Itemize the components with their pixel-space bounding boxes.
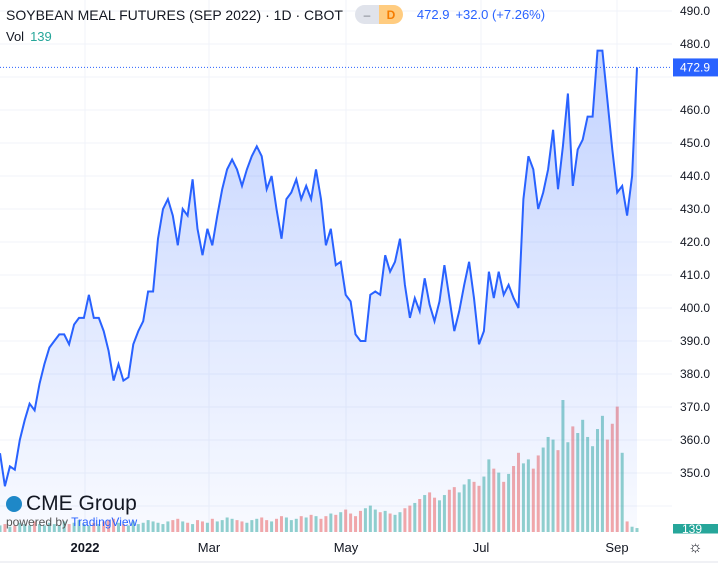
powered-by[interactable]: powered by TradingView [6,515,137,529]
market-status-badge[interactable]: – D [354,5,403,24]
chart-header: SOYBEAN MEAL FUTURES (SEP 2022) · 1D · C… [6,5,546,24]
price-line [0,49,638,487]
volume-tag [673,524,718,534]
y-tick-label: 420.0 [680,235,710,249]
symbol-title: SOYBEAN MEAL FUTURES (SEP 2022) [6,6,262,23]
powered-text: powered by [6,515,69,529]
y-tick-label: 440.0 [680,169,710,183]
y-tick-label: 360.0 [680,433,710,447]
y-tick-label: 450.0 [680,136,710,150]
interval[interactable]: 1D [273,6,292,23]
cme-logo: CME Group [6,492,137,516]
y-tick-label: 490.0 [680,4,710,18]
volume-value: 139 [30,29,52,44]
volume-label: Vol [6,29,25,44]
price-area [0,50,637,532]
y-tick-label: 410.0 [680,268,710,282]
settings-icon[interactable]: ☼ [688,539,703,556]
y-tick-label: 400.0 [680,301,710,315]
y-tick-label: 350.0 [680,466,710,480]
price-change: +32.0 (+7.26%) [455,7,546,22]
logo-text: CME Group [26,492,137,515]
x-tick-label: Sep [605,540,628,555]
y-tick-label: 430.0 [680,202,710,216]
badge-left: – [354,5,379,24]
x-tick-label: Jul [473,540,490,555]
volume-tag-label: 139 [682,522,702,536]
x-tick-label: May [334,540,359,555]
tradingview-link[interactable]: TradingView [71,515,138,529]
last-price-label: 472.9 [680,60,710,74]
globe-icon [6,496,22,512]
last-price: 472.9 [416,7,450,22]
last-price-tag [673,58,718,77]
y-tick-label: 380.0 [680,367,710,381]
x-tick-label: 2022 [71,540,100,555]
y-tick-label: 480.0 [680,37,710,51]
y-tick-label: 370.0 [680,400,710,414]
y-tick-label: 390.0 [680,334,710,348]
badge-right: D [378,5,403,24]
exchange: CBOT [304,6,343,23]
y-tick-label: 460.0 [680,103,710,117]
x-tick-label: Mar [198,540,221,555]
volume-legend: Vol 139 [6,29,52,44]
